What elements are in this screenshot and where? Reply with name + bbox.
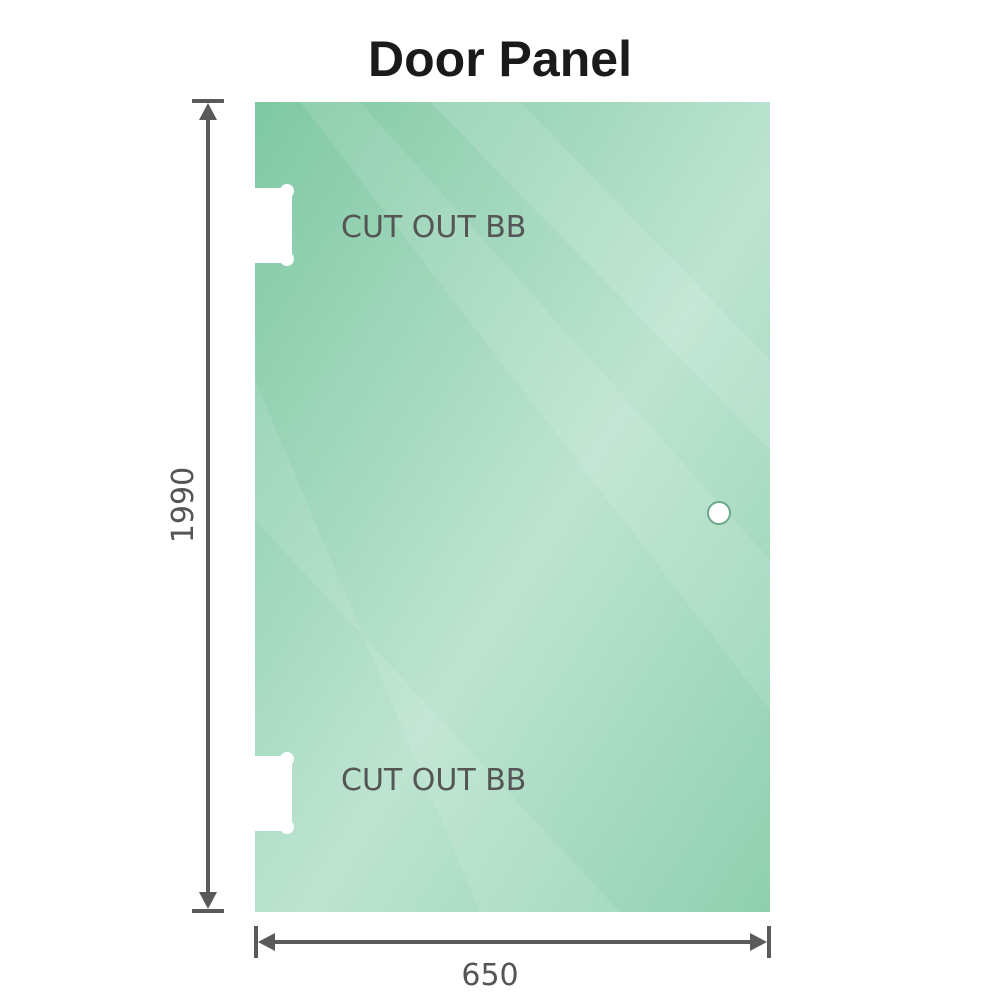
height-dimension-line [192, 99, 224, 913]
diagram-title: Door Panel [368, 31, 632, 87]
width-dimension-line [254, 926, 771, 958]
glass-panel [255, 102, 770, 912]
height-label: 1990 [166, 467, 201, 543]
cutout-top-label: CUT OUT BB [341, 210, 526, 245]
width-label: 650 [461, 958, 518, 993]
cutout-bottom-label: CUT OUT BB [341, 763, 526, 798]
handle-hole [707, 501, 731, 525]
